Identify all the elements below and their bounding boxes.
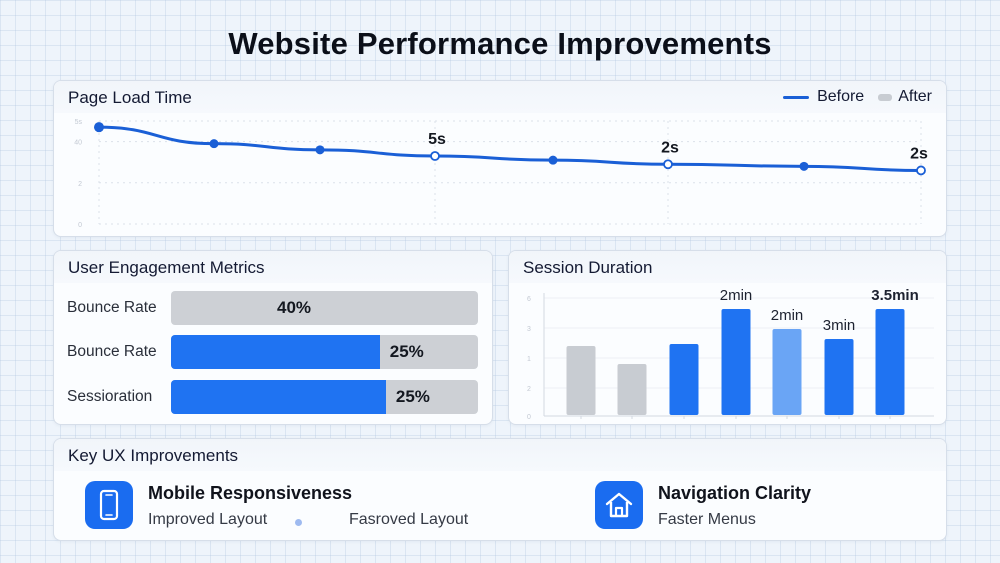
- metric-bar-fill: [171, 380, 386, 414]
- card-header: [54, 439, 946, 471]
- data-point: [94, 122, 104, 133]
- line-chart: 0 2 40 5s 5s 2s 2s: [74, 119, 928, 229]
- y-tick-label: 40: [74, 140, 82, 147]
- page-title: Website Performance Improvements: [228, 26, 772, 61]
- session-bar: [669, 344, 699, 415]
- card-title: Session Duration: [523, 258, 653, 277]
- session-bar: [566, 346, 596, 415]
- bar-value-label: 3min: [823, 317, 856, 334]
- bar-value-label: 2min: [771, 307, 804, 324]
- y-tick-label: 5s: [75, 119, 83, 126]
- metric-bar-track: 25%: [171, 335, 478, 369]
- session-bar: [824, 339, 854, 415]
- session-bar: [721, 309, 751, 415]
- legend-after-swatch: [878, 93, 893, 101]
- legend-before-swatch: [783, 95, 810, 99]
- separator-dot: [295, 519, 302, 526]
- metric-value: 40%: [277, 298, 312, 317]
- metric-row: Bounce Rate 25%: [54, 335, 492, 369]
- metric-bar-track: 40%: [171, 291, 478, 325]
- legend-after-label: After: [898, 88, 932, 105]
- page-load-time-card: Page Load Time Before After 0 2 40 5s 5s 2s 2s: [53, 80, 947, 237]
- data-point: [315, 145, 325, 155]
- ux-item-subtitle: Fasroved Layout: [349, 511, 469, 528]
- metric-label: Sessioration: [67, 388, 153, 405]
- ux-item-title: Mobile Responsiveness: [148, 483, 353, 503]
- user-engagement-card: User Engagement Metrics Bounce Rate 40% Bo…: [53, 250, 493, 425]
- before-series-line: [97, 125, 923, 172]
- y-tick-label: 0: [527, 414, 531, 421]
- data-label: 2s: [661, 139, 679, 156]
- y-tick-label: 1: [527, 356, 531, 363]
- session-duration-card: Session Duration 0 2 1 3 6 2min 2min 3min 3.5min: [508, 250, 947, 425]
- data-point: [209, 139, 219, 149]
- y-tick-label: 6: [527, 296, 531, 303]
- metric-value: 25%: [389, 342, 424, 361]
- bar-value-label: 3.5min: [871, 287, 919, 304]
- data-point: [548, 155, 558, 165]
- smartphone-icon: [85, 481, 133, 529]
- ux-item-subtitle: Faster Menus: [658, 511, 756, 528]
- ux-item-subtitle: Improved Layout: [148, 511, 268, 528]
- metric-bar-fill: [171, 335, 380, 369]
- card-header: [54, 251, 492, 283]
- session-bar: [617, 364, 647, 415]
- metric-row: Bounce Rate 40%: [54, 291, 492, 325]
- session-bar: [772, 329, 802, 415]
- key-ux-improvements-card: Key UX Improvements Mobile Responsivenes…: [53, 438, 947, 541]
- chart-legend: Before After: [783, 88, 932, 106]
- session-bar: [875, 309, 905, 415]
- metric-row: Sessioration 25%: [54, 380, 492, 414]
- card-header: [509, 251, 946, 283]
- card-title: Key UX Improvements: [68, 446, 239, 465]
- y-tick-label: 2: [527, 386, 531, 393]
- data-point: [799, 161, 809, 171]
- ux-item-title: Navigation Clarity: [658, 483, 812, 503]
- card-title: User Engagement Metrics: [68, 258, 265, 277]
- data-point: [430, 151, 440, 161]
- metric-value: 25%: [395, 387, 430, 406]
- legend-before-label: Before: [817, 88, 865, 105]
- data-point: [663, 159, 673, 170]
- bar-value-label: 2min: [720, 287, 753, 304]
- metric-bar-track: 25%: [171, 380, 478, 414]
- data-label: 2s: [910, 145, 928, 162]
- bar-chart: 0 2 1 3 6 2min 2min 3min 3.5min: [527, 287, 934, 421]
- home-icon: [595, 481, 643, 529]
- y-tick-label: 0: [78, 222, 82, 229]
- metric-label: Bounce Rate: [67, 299, 157, 316]
- card-title: Page Load Time: [68, 88, 192, 107]
- y-tick-label: 2: [78, 181, 82, 188]
- data-point: [916, 165, 926, 176]
- metric-label: Bounce Rate: [67, 343, 157, 360]
- data-label: 5s: [428, 131, 446, 148]
- y-tick-label: 3: [527, 326, 531, 333]
